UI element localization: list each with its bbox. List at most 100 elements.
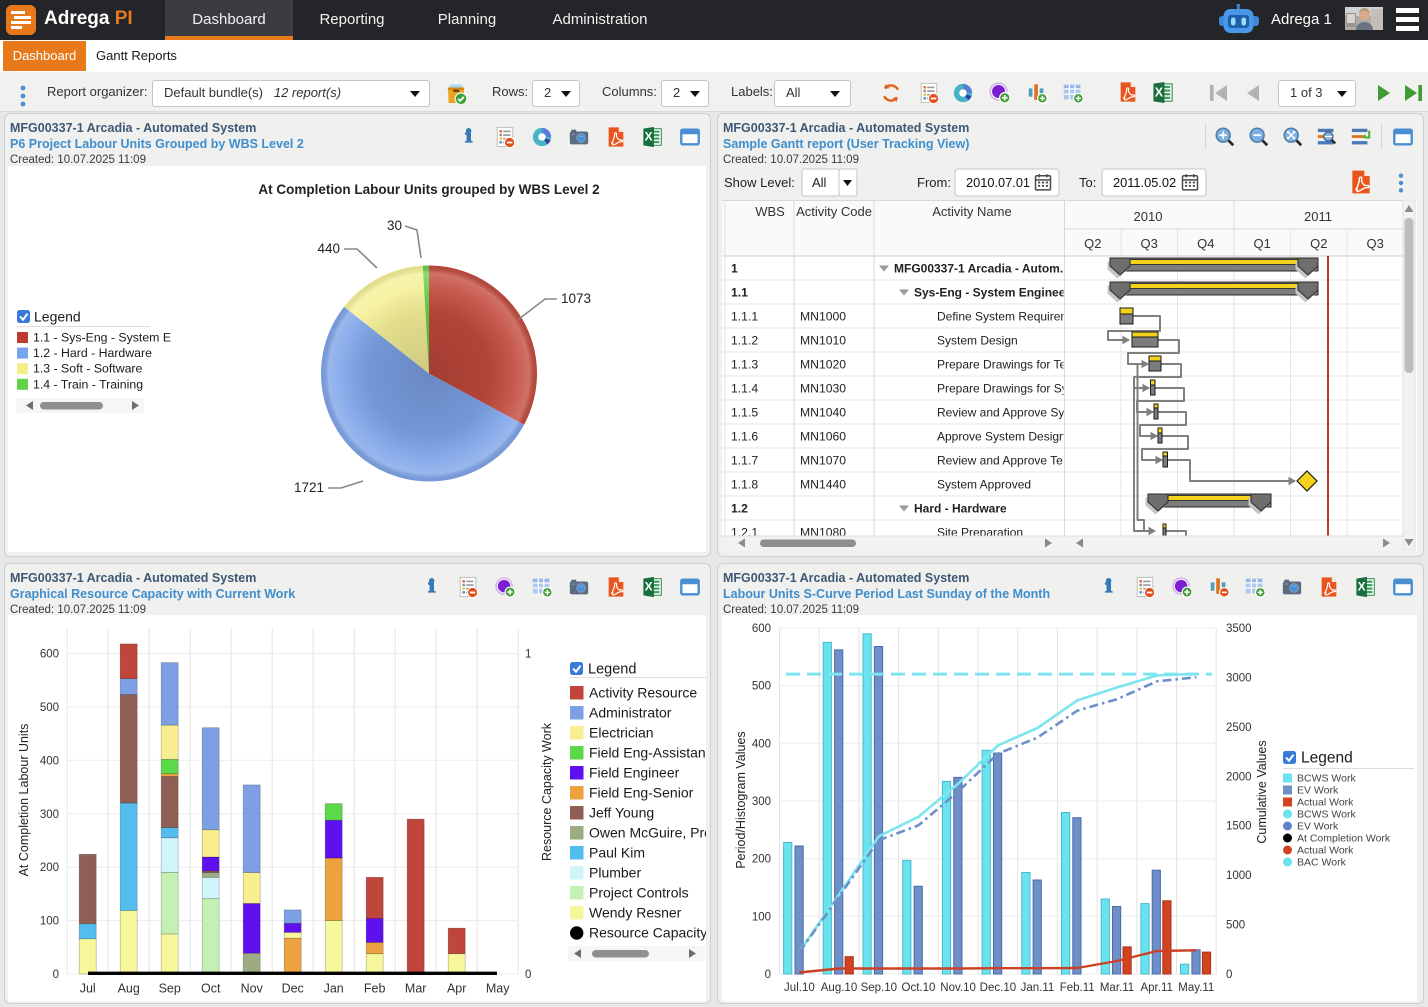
svg-text:System Approved: System Approved <box>937 478 1031 492</box>
svg-text:Administrator: Administrator <box>589 705 672 721</box>
svg-text:Q4: Q4 <box>1197 236 1214 251</box>
svg-text:Project Controls: Project Controls <box>589 885 689 901</box>
svg-text:2010: 2010 <box>1134 209 1163 224</box>
svg-text:Legend: Legend <box>1301 750 1353 767</box>
svg-text:Legend: Legend <box>588 662 636 678</box>
svg-text:Q2: Q2 <box>1310 236 1327 251</box>
svg-text:System Design: System Design <box>937 334 1018 348</box>
svg-text:1: 1 <box>731 262 738 276</box>
svg-text:1721: 1721 <box>294 480 324 495</box>
svg-text:From:: From: <box>917 175 951 190</box>
svg-text:Resource Capacity: Resource Capacity <box>589 925 706 941</box>
svg-text:Q3: Q3 <box>1367 236 1384 251</box>
svg-text:440: 440 <box>317 241 340 256</box>
svg-text:1.2: 1.2 <box>731 502 748 516</box>
svg-text:Field Eng-Assistant: Field Eng-Assistant <box>589 745 706 761</box>
svg-text:Prepare Drawings for Sys..: Prepare Drawings for Sys.. <box>937 382 1080 396</box>
svg-text:1000: 1000 <box>1226 870 1252 882</box>
svg-text:1.1.4: 1.1.4 <box>731 382 758 396</box>
svg-text:Review and Approve Syst...: Review and Approve Syst... <box>937 406 1084 420</box>
svg-text:MN1020: MN1020 <box>800 358 846 372</box>
svg-text:Sep: Sep <box>159 982 181 996</box>
svg-text:Owen McGuire, Pro: Owen McGuire, Pro <box>589 825 706 841</box>
svg-text:1.3 - Soft - Software: 1.3 - Soft - Software <box>33 362 143 376</box>
svg-text:300: 300 <box>40 809 59 821</box>
svg-text:Resource Capacity Work: Resource Capacity Work <box>540 722 554 861</box>
svg-text:1.4 - Train - Training: 1.4 - Train - Training <box>33 377 143 391</box>
svg-text:1.1.2: 1.1.2 <box>731 334 758 348</box>
svg-text:MN1070: MN1070 <box>800 454 846 468</box>
svg-text:WBS: WBS <box>755 204 785 219</box>
svg-text:Dec.10: Dec.10 <box>980 982 1016 994</box>
svg-text:1.1.8: 1.1.8 <box>731 478 758 492</box>
svg-text:Field Engineer: Field Engineer <box>589 765 680 781</box>
svg-text:1.1.6: 1.1.6 <box>731 430 758 444</box>
svg-text:0: 0 <box>53 969 59 981</box>
svg-text:Activity Code: Activity Code <box>796 204 872 219</box>
svg-text:To:: To: <box>1079 175 1096 190</box>
svg-text:All: All <box>812 175 827 190</box>
svg-text:Aug: Aug <box>118 982 140 996</box>
svg-text:Show Level:: Show Level: <box>724 175 795 190</box>
svg-text:Legend: Legend <box>34 309 81 325</box>
svg-text:Wendy Resner: Wendy Resner <box>589 905 682 921</box>
svg-text:BAC Work: BAC Work <box>1297 857 1347 869</box>
svg-text:30: 30 <box>387 218 402 233</box>
svg-text:400: 400 <box>40 755 59 767</box>
svg-text:Q1: Q1 <box>1254 236 1271 251</box>
svg-text:MFG00337-1 Arcadia - Autom...: MFG00337-1 Arcadia - Autom... <box>894 262 1070 276</box>
svg-text:Feb.11: Feb.11 <box>1060 982 1095 994</box>
svg-text:0: 0 <box>525 969 531 981</box>
svg-text:1.2 - Hard - Hardware: 1.2 - Hard - Hardware <box>33 346 152 360</box>
svg-text:Feb: Feb <box>364 982 386 996</box>
svg-text:1.1 - Sys-Eng - System E: 1.1 - Sys-Eng - System E <box>33 331 171 345</box>
svg-text:0: 0 <box>765 969 771 981</box>
svg-text:Prepare Drawings for Te...: Prepare Drawings for Te... <box>937 358 1076 372</box>
svg-text:1500: 1500 <box>1226 821 1252 833</box>
svg-text:100: 100 <box>40 916 59 928</box>
svg-text:Activity Name: Activity Name <box>932 204 1011 219</box>
svg-text:Oct.10: Oct.10 <box>902 982 936 994</box>
svg-text:Nov: Nov <box>241 982 264 996</box>
svg-text:Field Eng-Senior: Field Eng-Senior <box>589 785 694 801</box>
svg-text:MN1440: MN1440 <box>800 478 846 492</box>
svg-text:MN1010: MN1010 <box>800 334 846 348</box>
svg-text:Apr: Apr <box>447 982 466 996</box>
svg-text:500: 500 <box>752 681 771 693</box>
svg-text:May: May <box>486 982 510 996</box>
svg-text:EV Work: EV Work <box>1297 785 1339 797</box>
svg-text:0: 0 <box>1226 969 1232 981</box>
svg-text:1: 1 <box>525 649 531 661</box>
svg-text:Hard - Hardware: Hard - Hardware <box>914 502 1007 516</box>
svg-text:Jan: Jan <box>324 982 344 996</box>
svg-text:Review and Approve Tem...: Review and Approve Tem... <box>937 454 1083 468</box>
svg-text:Plumber: Plumber <box>589 865 641 881</box>
svg-text:200: 200 <box>40 862 59 874</box>
svg-text:Paul Kim: Paul Kim <box>589 845 645 861</box>
svg-text:May.11: May.11 <box>1178 982 1214 994</box>
svg-text:600: 600 <box>40 649 59 661</box>
svg-text:2011: 2011 <box>1304 209 1332 224</box>
svg-text:300: 300 <box>752 796 771 808</box>
svg-text:Oct: Oct <box>201 982 221 996</box>
svg-text:BCWS Work: BCWS Work <box>1297 809 1356 821</box>
svg-text:2011.05.02: 2011.05.02 <box>1113 175 1176 190</box>
svg-text:MN1040: MN1040 <box>800 406 846 420</box>
svg-text:Apr.11: Apr.11 <box>1140 982 1172 994</box>
svg-text:Aug.10: Aug.10 <box>821 982 857 994</box>
svg-text:1.1: 1.1 <box>731 286 748 300</box>
svg-text:At Completion Labour Units gro: At Completion Labour Units grouped by WB… <box>258 182 599 197</box>
svg-text:Approve System Design: Approve System Design <box>937 430 1066 444</box>
svg-text:1.1.1: 1.1.1 <box>731 310 758 324</box>
svg-text:Sys-Eng - System Engineer..: Sys-Eng - System Engineer.. <box>914 286 1076 300</box>
svg-text:Period/Histogram Values: Period/Histogram Values <box>734 731 748 868</box>
svg-text:500: 500 <box>1226 920 1245 932</box>
svg-text:Actual Work: Actual Work <box>1297 797 1354 809</box>
svg-text:Q3: Q3 <box>1141 236 1158 251</box>
svg-text:1.1.7: 1.1.7 <box>731 454 758 468</box>
svg-text:MN1030: MN1030 <box>800 382 846 396</box>
svg-text:MN1060: MN1060 <box>800 430 846 444</box>
svg-text:400: 400 <box>752 738 771 750</box>
svg-text:Cumulative Values: Cumulative Values <box>1255 740 1269 843</box>
svg-text:Q2: Q2 <box>1084 236 1101 251</box>
